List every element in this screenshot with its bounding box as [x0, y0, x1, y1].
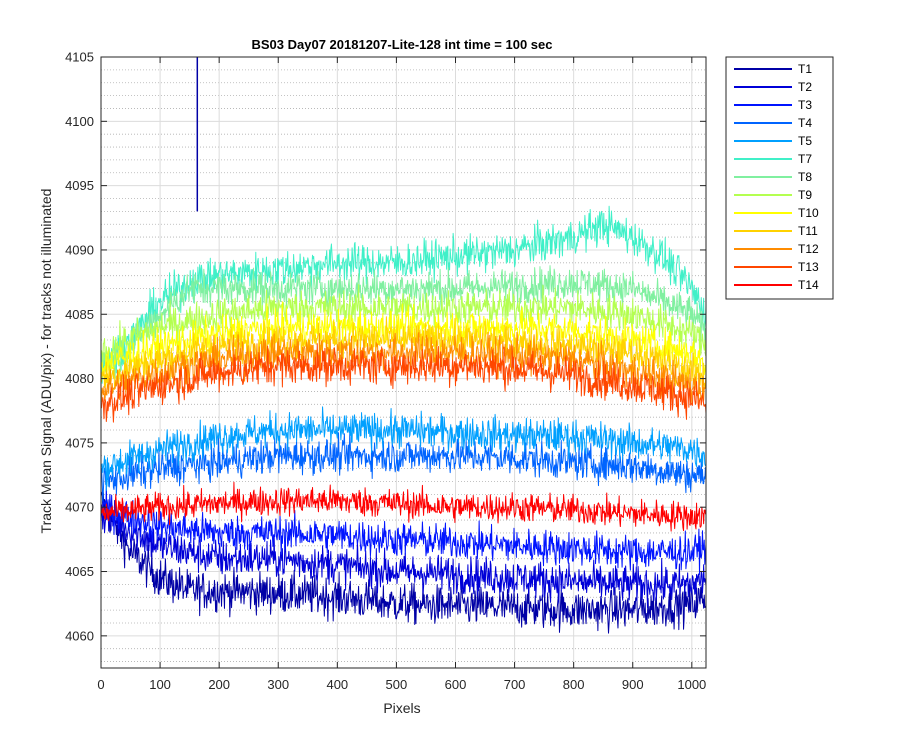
- legend-label-T2: T2: [798, 80, 812, 94]
- axes-box: [100, 56, 707, 669]
- y-axis-ticks: 4060 4065 4070 4075 4080 4085 4090 4095 4100 4105: [65, 50, 706, 643]
- axes-frame: [100, 56, 707, 669]
- legend-label-T7: T7: [798, 152, 812, 166]
- y-tick-label: 4105: [65, 50, 94, 65]
- series-line-T1: [101, 490, 706, 634]
- series-line-T13: [101, 343, 706, 423]
- y-tick-label: 4090: [65, 242, 94, 257]
- series-layer: [101, 57, 706, 634]
- x-tick-label: 600: [445, 677, 467, 692]
- legend-label-T10: T10: [798, 206, 819, 220]
- y-tick-label: 4060: [65, 628, 94, 643]
- legend-label-T12: T12: [798, 242, 819, 256]
- series-line-T14: [101, 481, 706, 532]
- legend-label-T13: T13: [798, 260, 819, 274]
- series-line-T5: [101, 406, 706, 491]
- x-axis-label: Pixels: [383, 700, 420, 716]
- series-line-T4: [101, 432, 706, 502]
- y-tick-label: 4080: [65, 371, 94, 386]
- x-tick-label: 900: [622, 677, 644, 692]
- legend-label-T3: T3: [798, 98, 812, 112]
- y-tick-label: 4065: [65, 564, 94, 579]
- y-axis-label: Track Mean Signal (ADU/pix) - for tracks…: [38, 189, 54, 534]
- y-tick-label: 4085: [65, 307, 94, 322]
- legend-label-T4: T4: [798, 116, 812, 130]
- x-tick-label: 0: [97, 677, 104, 692]
- y-tick-label: 4070: [65, 500, 94, 515]
- series-line-T10: [101, 301, 706, 380]
- y-tick-label: 4075: [65, 435, 94, 450]
- series-line-T7: [101, 205, 706, 384]
- legend-label-T9: T9: [798, 188, 812, 202]
- legend: T1 T2 T3 T4 T5 T7 T8 T9 T10 T11 T12 T13 T14: [725, 56, 834, 300]
- y-tick-label: 4100: [65, 114, 94, 129]
- y-tick-label: 4095: [65, 178, 94, 193]
- x-tick-label: 200: [208, 677, 230, 692]
- x-tick-label: 1000: [677, 677, 706, 692]
- chart-title: BS03 Day07 20181207-Lite-128 int time = …: [252, 37, 553, 52]
- x-tick-label: 500: [386, 677, 408, 692]
- x-axis-ticks: 0 100 200 300 400 500 600 700 800 900 1000: [97, 57, 706, 692]
- x-tick-label: 400: [326, 677, 348, 692]
- legend-label-T14: T14: [798, 278, 819, 292]
- legend-label-T11: T11: [798, 224, 818, 238]
- series-line-T11: [101, 316, 706, 393]
- series-line-T2: [101, 500, 706, 608]
- x-tick-label: 700: [504, 677, 526, 692]
- x-tick-label: 300: [267, 677, 289, 692]
- legend-label-T5: T5: [798, 134, 812, 148]
- legend-label-T1: T1: [798, 62, 812, 76]
- series-line-T3: [101, 484, 706, 575]
- x-tick-label: 100: [149, 677, 171, 692]
- x-tick-label: 800: [563, 677, 585, 692]
- legend-label-T8: T8: [798, 170, 812, 184]
